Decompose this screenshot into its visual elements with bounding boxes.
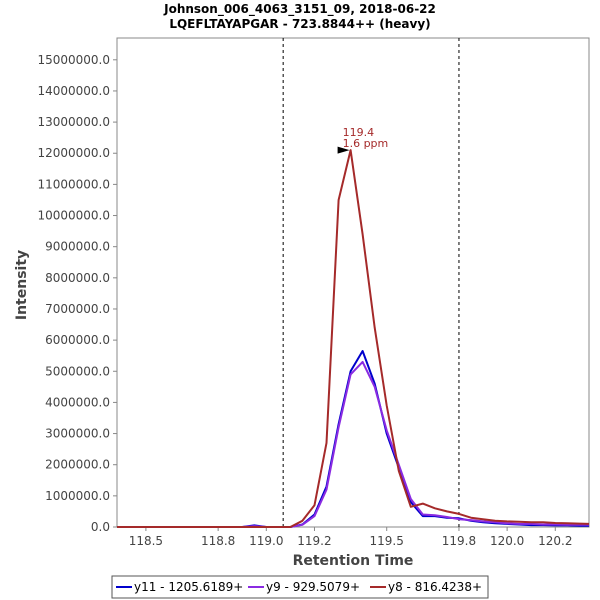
legend: y11 - 1205.6189+ y9 - 929.5079+ y8 - 816… xyxy=(111,575,489,599)
y-tick-label: 8000000.0 xyxy=(45,271,110,285)
y-tick-label: 10000000.0 xyxy=(37,209,110,223)
x-tick-label: 120.2 xyxy=(538,534,572,548)
legend-label-y11: y11 - 1205.6189+ xyxy=(134,580,243,594)
peak-arrow-icon xyxy=(337,146,350,154)
x-tick-label: 120.0 xyxy=(490,534,524,548)
y-tick-label: 11000000.0 xyxy=(37,177,110,191)
y-tick-label: 15000000.0 xyxy=(37,53,110,67)
y-tick-label: 3000000.0 xyxy=(45,427,110,441)
x-tick-label: 118.8 xyxy=(201,534,235,548)
y-tick-label: 2000000.0 xyxy=(45,458,110,472)
y-tick-label: 0.0 xyxy=(91,520,110,534)
x-tick-label: 118.5 xyxy=(129,534,163,548)
y-tick-label: 7000000.0 xyxy=(45,302,110,316)
y-tick-label: 6000000.0 xyxy=(45,333,110,347)
legend-label-y9: y9 - 929.5079+ xyxy=(266,580,360,594)
x-axis-ticks: 118.5 118.8 119.0 119.2 119.5 119.8 120.0 120.2 xyxy=(129,527,572,548)
x-tick-label: 119.5 xyxy=(370,534,404,548)
chart-title: Johnson_006_4063_3151_09, 2018-06-22 xyxy=(163,2,436,17)
chart-subtitle: LQEFLTAYAPGAR - 723.8844++ (heavy) xyxy=(169,17,430,31)
y-axis-ticks: 0.0 1000000.0 2000000.0 3000000.0 4000000.0 5… xyxy=(37,53,117,534)
y-tick-label: 5000000.0 xyxy=(45,364,110,378)
x-tick-label: 119.8 xyxy=(442,534,476,548)
peak-annotation: 119.4 1.6 ppm xyxy=(337,126,389,154)
plot-area xyxy=(116,37,590,528)
peak-annotation-ppm: 1.6 ppm xyxy=(343,137,389,150)
legend-label-y8: y8 - 816.4238+ xyxy=(388,580,482,594)
y-tick-label: 1000000.0 xyxy=(45,489,110,503)
series-line-y8 xyxy=(117,149,590,528)
x-axis-label: Retention Time xyxy=(293,553,414,569)
y-tick-label: 9000000.0 xyxy=(45,240,110,254)
peak-annotation-rt: 119.4 xyxy=(343,126,375,139)
y-tick-label: 4000000.0 xyxy=(45,395,110,409)
series-lines xyxy=(117,149,590,528)
y-axis-label: Intensity xyxy=(14,250,30,320)
legend-box xyxy=(111,575,489,599)
y-tick-label: 14000000.0 xyxy=(37,84,110,98)
x-tick-label: 119.0 xyxy=(249,534,283,548)
y-tick-label: 12000000.0 xyxy=(37,146,110,160)
x-tick-label: 119.2 xyxy=(297,534,331,548)
y-tick-label: 13000000.0 xyxy=(37,115,110,129)
